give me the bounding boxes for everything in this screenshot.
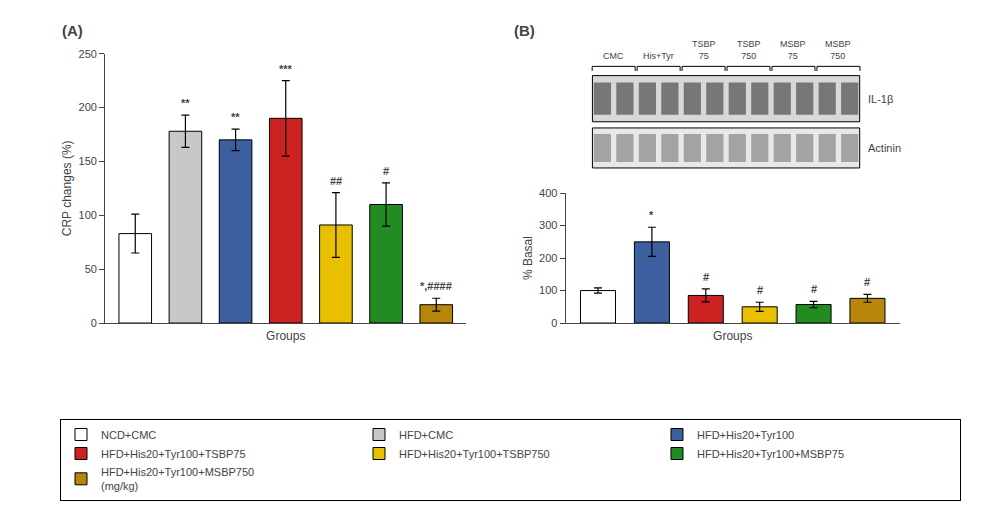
svg-text:300: 300 <box>539 219 557 231</box>
svg-text:TSBP75: TSBP75 <box>692 39 716 61</box>
svg-text:200: 200 <box>539 252 557 264</box>
svg-text:MSBP75: MSBP75 <box>780 39 806 61</box>
svg-text:100: 100 <box>79 209 97 221</box>
svg-text:CMC: CMC <box>603 51 624 61</box>
svg-text:100: 100 <box>539 284 557 296</box>
svg-text:HFD+CMC: HFD+CMC <box>399 429 453 441</box>
svg-text:200: 200 <box>79 101 97 113</box>
svg-text:250: 250 <box>79 48 97 60</box>
svg-text:HFD+His20+Tyr100+TSBP750: HFD+His20+Tyr100+TSBP750 <box>399 448 550 460</box>
svg-text:(A): (A) <box>62 22 83 39</box>
svg-text:*,####: *,#### <box>420 280 452 292</box>
svg-text:##: ## <box>330 175 342 187</box>
svg-text:0: 0 <box>91 317 97 329</box>
svg-text:#: # <box>864 276 870 288</box>
svg-text:Groups: Groups <box>713 329 752 343</box>
svg-text:HFD+His20+Tyr100+TSBP75: HFD+His20+Tyr100+TSBP75 <box>101 448 246 460</box>
svg-text:***: *** <box>279 63 293 75</box>
svg-text:150: 150 <box>79 155 97 167</box>
svg-text:#: # <box>383 165 389 177</box>
svg-text:His+Tyr: His+Tyr <box>643 51 674 61</box>
svg-text:Groups: Groups <box>266 329 305 343</box>
svg-text:400: 400 <box>539 187 557 199</box>
svg-text:**: ** <box>181 97 190 109</box>
svg-text:IL-1β: IL-1β <box>868 93 893 105</box>
svg-text:NCD+CMC: NCD+CMC <box>101 429 156 441</box>
svg-text:MSBP750: MSBP750 <box>825 39 851 61</box>
svg-text:HFD+His20+Tyr100: HFD+His20+Tyr100 <box>697 429 794 441</box>
svg-text:0: 0 <box>551 317 557 329</box>
svg-text:CRP changes (%): CRP changes (%) <box>60 140 74 236</box>
svg-text:HFD+His20+Tyr100+MSBP750(mg/kg: HFD+His20+Tyr100+MSBP750(mg/kg) <box>101 466 254 492</box>
svg-text:(B): (B) <box>514 22 535 39</box>
svg-text:HFD+His20+Tyr100+MSBP75: HFD+His20+Tyr100+MSBP75 <box>697 448 844 460</box>
svg-text:% Basal: % Basal <box>521 236 535 280</box>
svg-text:#: # <box>811 283 817 295</box>
svg-text:Actinin: Actinin <box>868 142 901 154</box>
svg-text:*: * <box>649 209 654 221</box>
svg-text:**: ** <box>231 111 240 123</box>
svg-text:TSBP750: TSBP750 <box>737 39 761 61</box>
svg-text:#: # <box>757 284 763 296</box>
svg-text:#: # <box>703 271 709 283</box>
svg-text:50: 50 <box>85 263 97 275</box>
